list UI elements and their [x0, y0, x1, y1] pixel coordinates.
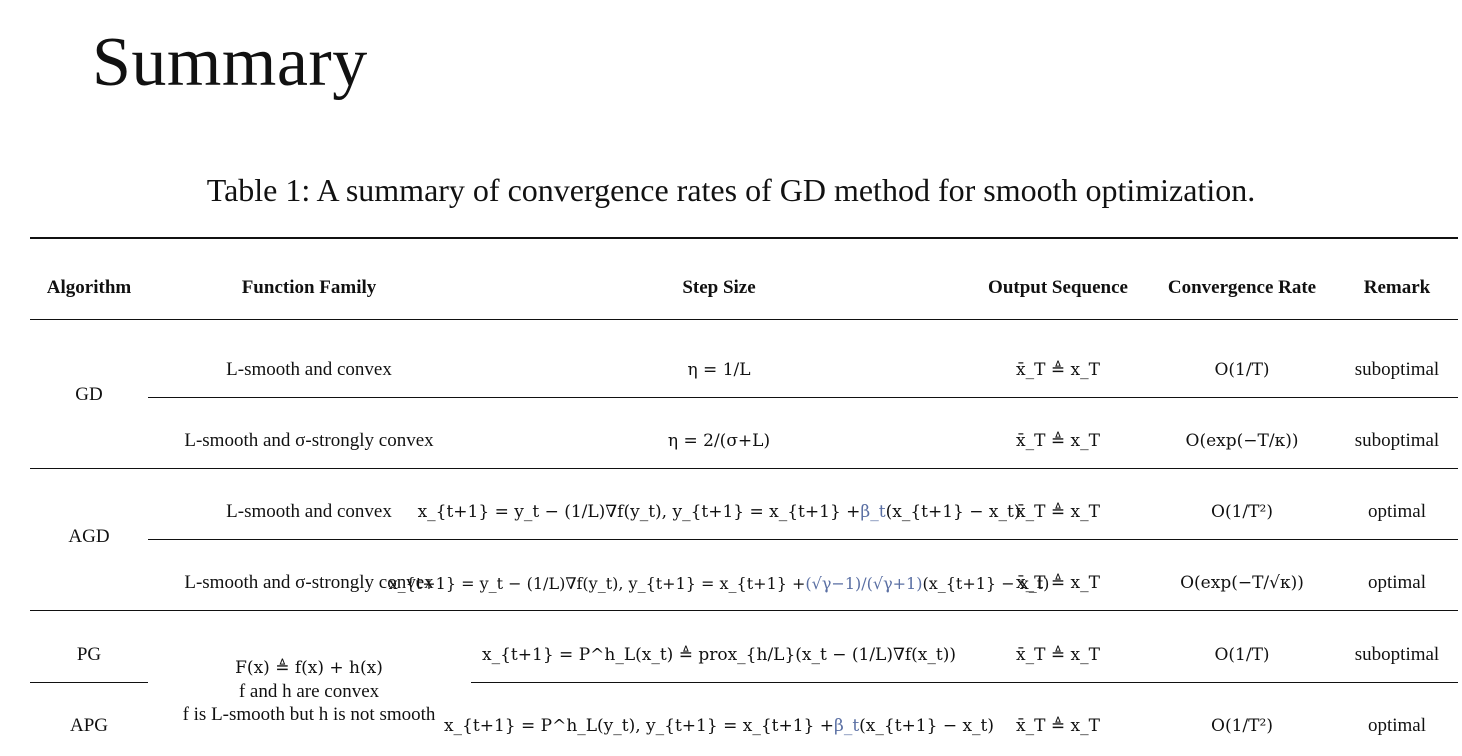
row-agd-strong-rate: O(exp(−T/√κ)) [1180, 573, 1304, 593]
pg-apg-rule-left [30, 682, 148, 683]
row-apg-output: x̄_T ≜ x_T [1016, 716, 1100, 736]
header-convergence-rate: Convergence Rate [1167, 277, 1317, 298]
pg-apg-rule-right [471, 682, 1458, 683]
agd-strong-step-tail: (x_{t+1} − x_t) [922, 573, 1050, 593]
row-pg-output: x̄_T ≜ x_T [1016, 645, 1100, 665]
agd-convex-step-main: x_{t+1} = y_t − (1/L)∇f(y_t), y_{t+1} = … [417, 502, 861, 522]
row-apg-rate: O(1/T²) [1211, 716, 1273, 736]
row-gd-convex-rate: O(1/T) [1214, 360, 1270, 380]
row-agd-convex-family: L-smooth and convex [226, 501, 392, 522]
row-gd-strong-rate: O(exp(−T/κ)) [1185, 431, 1299, 451]
apg-step-beta: β_t [834, 716, 860, 736]
row-apg-remark: optimal [1367, 715, 1427, 736]
row-gd-convex-remark: suboptimal [1354, 359, 1440, 380]
apg-step-main: x_{t+1} = P^h_L(y_t), y_{t+1} = x_{t+1} … [443, 716, 834, 736]
row-agd-convex-remark: optimal [1367, 501, 1427, 522]
row-agd-strong-output: x̄_T ≜ x_T [1016, 573, 1100, 593]
gd-agd-rule [30, 468, 1458, 469]
agd-strong-step-frac: (√γ−1)/(√γ+1) [805, 573, 923, 593]
page-title: Summary [92, 24, 368, 101]
row-gd-convex-family: L-smooth and convex [226, 359, 392, 380]
row-agd-convex-output: x̄_T ≜ x_T [1016, 502, 1100, 522]
algo-gd: GD [75, 384, 103, 405]
row-gd-convex-output: x̄_T ≜ x_T [1016, 360, 1100, 380]
header-step-size: Step Size [682, 277, 756, 298]
row-agd-strong-step: x_{t+1} = y_t − (1/L)∇f(y_t), y_{t+1} = … [389, 563, 1050, 603]
composite-family-line-1: F(x) ≜ f(x) + h(x) [235, 657, 383, 678]
apg-step-tail: (x_{t+1} − x_t) [859, 716, 995, 736]
header-remark: Remark [1363, 277, 1431, 298]
table-top-rule [30, 237, 1458, 239]
row-gd-strong-family: L-smooth and σ-strongly convex [184, 430, 434, 451]
row-gd-strong-step: η = 2/(σ+L) [667, 431, 771, 451]
header-output-sequence: Output Sequence [988, 277, 1128, 298]
header-rule [30, 319, 1458, 320]
row-pg-remark: suboptimal [1354, 644, 1440, 665]
agd-inner-rule [148, 539, 1458, 540]
algo-pg: PG [76, 644, 102, 665]
row-agd-convex-step: x_{t+1} = y_t − (1/L)∇f(y_t), y_{t+1} = … [418, 492, 1021, 532]
agd-pg-rule [30, 610, 1458, 611]
agd-convex-step-beta: β_t [860, 502, 886, 522]
agd-convex-step-tail: (x_{t+1} − x_t) [885, 502, 1021, 522]
agd-strong-step-main: x_{t+1} = y_t − (1/L)∇f(y_t), y_{t+1} = … [388, 573, 806, 593]
header-function-family: Function Family [241, 277, 377, 298]
row-gd-convex-step: η = 1/L [687, 360, 751, 380]
row-pg-rate: O(1/T) [1214, 645, 1270, 665]
gd-inner-rule [148, 397, 1458, 398]
row-apg-step: x_{t+1} = P^h_L(y_t), y_{t+1} = x_{t+1} … [444, 706, 994, 746]
row-agd-strong-remark: optimal [1367, 572, 1427, 593]
algo-apg: APG [69, 715, 108, 736]
header-algorithm: Algorithm [46, 277, 132, 298]
row-gd-strong-remark: suboptimal [1354, 430, 1440, 451]
composite-family-line-2: f and h are convex [238, 680, 380, 702]
composite-function-family: F(x) ≜ f(x) + h(x) f and h are convex f … [148, 636, 470, 746]
table-caption: Table 1: A summary of convergence rates … [206, 172, 1256, 208]
row-agd-convex-rate: O(1/T²) [1211, 502, 1273, 522]
composite-family-line-3: f is L-smooth but h is not smooth [182, 703, 436, 725]
row-gd-strong-output: x̄_T ≜ x_T [1016, 431, 1100, 451]
algo-agd: AGD [68, 526, 110, 547]
row-pg-step: x_{t+1} = P^h_L(x_t) ≜ prox_{h/L}(x_t − … [482, 645, 956, 665]
row-agd-strong-family: L-smooth and σ-strongly convex [184, 572, 434, 593]
